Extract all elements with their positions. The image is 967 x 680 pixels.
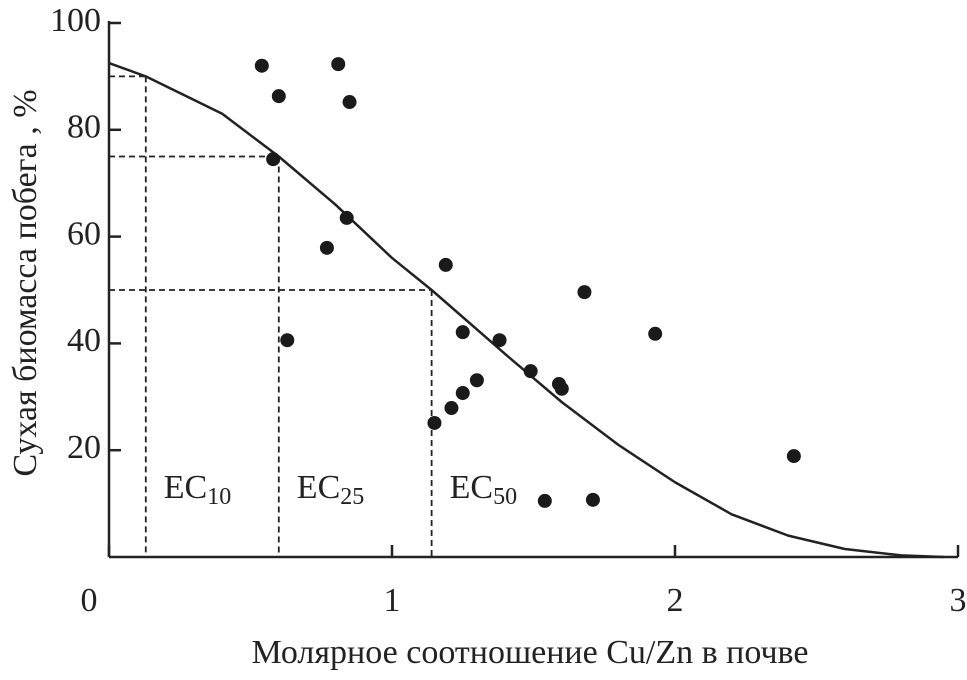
ec-label-main: EC xyxy=(297,469,340,506)
data-point xyxy=(280,333,295,348)
ec-label: EC10 xyxy=(164,469,231,510)
data-point xyxy=(523,364,538,379)
data-point xyxy=(455,386,470,401)
y-tick-label: 20 xyxy=(67,429,101,466)
data-point xyxy=(319,240,334,255)
y-tick-label: 100 xyxy=(50,2,101,39)
data-point xyxy=(342,95,357,110)
data-point xyxy=(786,449,801,464)
data-point xyxy=(271,89,286,104)
data-point xyxy=(331,57,346,72)
y-tick-label: 80 xyxy=(67,109,101,146)
ec-label: EC25 xyxy=(297,469,364,510)
data-point xyxy=(469,373,484,388)
data-point xyxy=(492,333,507,348)
ec-label-main: EC xyxy=(164,469,207,506)
x-axis-label: Молярное соотношение Cu/Zn в почве xyxy=(252,634,809,671)
ec-label-main: EC xyxy=(450,469,493,506)
data-point xyxy=(427,415,442,430)
ec-label-sub: 50 xyxy=(493,484,517,510)
data-point xyxy=(339,210,354,225)
data-point xyxy=(537,493,552,508)
y-tick-label: 40 xyxy=(67,322,101,359)
x-tick-label: 0 xyxy=(81,582,98,619)
data-point xyxy=(254,58,269,73)
data-point xyxy=(554,381,569,396)
data-point xyxy=(577,285,592,300)
x-tick-label: 2 xyxy=(667,582,684,619)
ec-label: EC50 xyxy=(450,469,517,510)
data-point xyxy=(438,257,453,272)
data-point xyxy=(266,152,281,167)
ec-label-sub: 10 xyxy=(207,484,231,510)
data-point xyxy=(444,401,459,416)
x-tick-label: 3 xyxy=(950,582,967,619)
y-axis-label: Сухая биомасса побега , % xyxy=(7,89,44,476)
data-point xyxy=(585,492,600,507)
fit-curve xyxy=(108,61,944,559)
data-point xyxy=(648,326,663,341)
y-tick-label: 60 xyxy=(67,215,101,252)
ec-label-sub: 25 xyxy=(340,484,364,510)
data-point xyxy=(455,325,470,340)
x-tick-label: 1 xyxy=(384,582,401,619)
